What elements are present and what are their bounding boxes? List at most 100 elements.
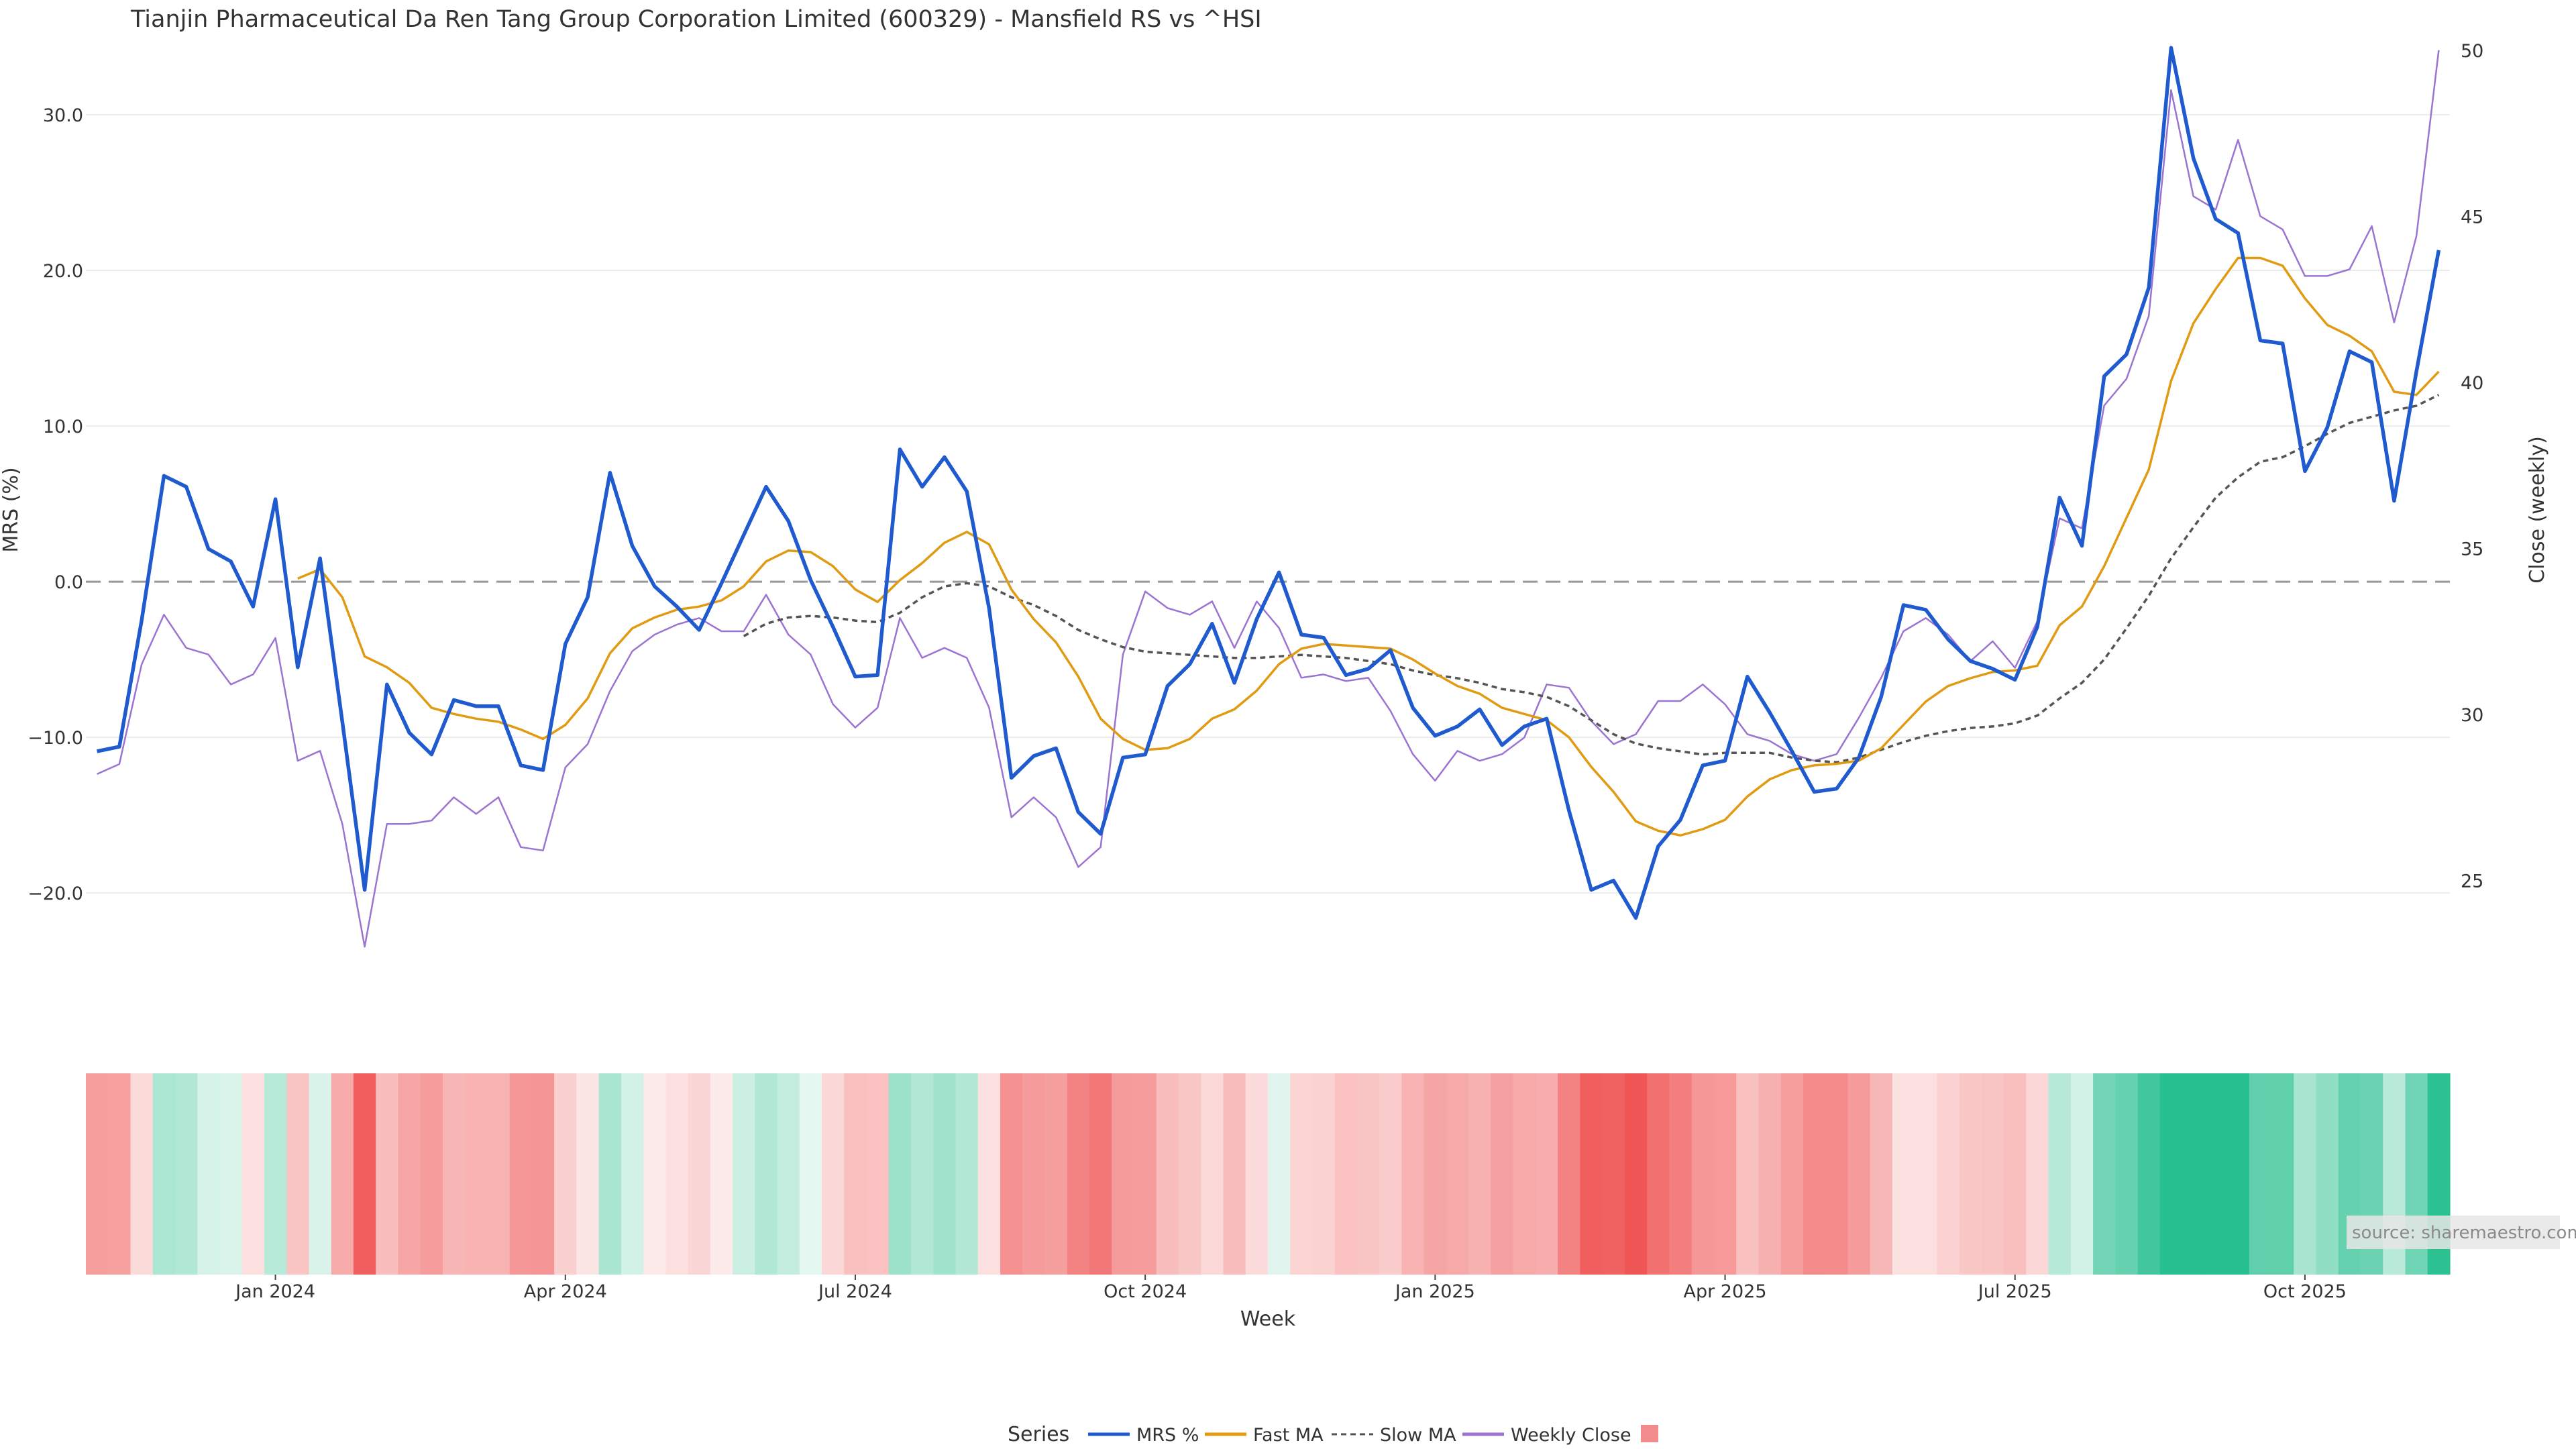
- right-tick-label: 30: [2461, 705, 2483, 726]
- right-axis-label: Close (weekly): [2526, 436, 2549, 584]
- heatmap-cell: [2204, 1073, 2228, 1275]
- heatmap-cell: [1179, 1073, 1201, 1275]
- heatmap-cell: [554, 1073, 577, 1275]
- heatmap-cell: [174, 1073, 198, 1275]
- heatmap-cell: [799, 1073, 822, 1275]
- heatmap-cell: [1602, 1073, 1625, 1275]
- heatmap-cell: [1937, 1073, 1960, 1275]
- right-tick-label: 45: [2461, 207, 2483, 227]
- series-line-mrs: [97, 46, 2441, 920]
- heatmap-cell: [331, 1073, 354, 1275]
- heatmap-cell: [977, 1073, 1001, 1275]
- heatmap-cell: [2115, 1073, 2139, 1275]
- heatmap-cell: [1825, 1073, 1848, 1275]
- heatmap-cell: [1713, 1073, 1737, 1275]
- heatmap-cell: [1780, 1073, 1804, 1275]
- heatmap-cell: [2316, 1073, 2339, 1275]
- heatmap-cell: [1915, 1073, 1937, 1275]
- heatmap-cell: [1535, 1073, 1558, 1275]
- heatmap-cell: [1513, 1073, 1536, 1275]
- heatmap-cell: [1959, 1073, 1982, 1275]
- heatmap-cell: [1669, 1073, 1693, 1275]
- heatmap-cell: [509, 1073, 533, 1275]
- heatmap-cell: [1558, 1073, 1581, 1275]
- heatmap-cell: [1401, 1073, 1425, 1275]
- heatmap-cell: [1022, 1073, 1046, 1275]
- legend-title: Series: [1008, 1423, 1069, 1446]
- heatmap-cell: [1268, 1073, 1291, 1275]
- heatmap-cell: [1112, 1073, 1135, 1275]
- heatmap-cell: [576, 1073, 600, 1275]
- series-layer: [97, 46, 2441, 948]
- legend-swatch: [1641, 1425, 1658, 1442]
- legend-label: Fast MA: [1253, 1425, 1324, 1446]
- heatmap-cell: [1379, 1073, 1403, 1275]
- series-line-slow-ma: [743, 394, 2440, 764]
- heatmap-cell: [2249, 1073, 2272, 1275]
- heatmap-cell: [1870, 1073, 1893, 1275]
- heatmap-cell: [309, 1073, 332, 1275]
- heatmap-cell: [442, 1073, 466, 1275]
- heatmap-cell: [1089, 1073, 1112, 1275]
- heatmap-cell: [822, 1073, 845, 1275]
- legend-label: Slow MA: [1380, 1425, 1456, 1446]
- heatmap-cell: [2070, 1073, 2094, 1275]
- heatmap-cell: [1580, 1073, 1603, 1275]
- heatmap-cell: [1446, 1073, 1469, 1275]
- x-tick-label: Jul 2025: [1977, 1281, 2052, 1302]
- heatmap-cell: [1245, 1073, 1269, 1275]
- heatmap-cell: [955, 1073, 979, 1275]
- legend: Series MRS % Fast MA Slow MA Weekly Close: [1008, 1423, 1658, 1446]
- heatmap-cell: [86, 1073, 109, 1275]
- left-axis-ticks: 30.0 20.0 10.0 0.0 −10.0 −20.0: [28, 105, 83, 904]
- left-tick-label: 10.0: [43, 417, 83, 437]
- heatmap-cell: [1356, 1073, 1380, 1275]
- heatmap-cell: [911, 1073, 934, 1275]
- chart-title: Tianjin Pharmaceutical Da Ren Tang Group…: [130, 6, 1262, 33]
- heatmap-cell: [888, 1073, 912, 1275]
- heatmap-cell: [1892, 1073, 1915, 1275]
- x-tick-label: Apr 2024: [524, 1281, 607, 1302]
- heatmap-cell: [1223, 1073, 1246, 1275]
- heatmap-cell: [1468, 1073, 1492, 1275]
- heatmap-cell: [733, 1073, 755, 1275]
- heatmap-cell: [1624, 1073, 1648, 1275]
- left-tick-label: 20.0: [43, 261, 83, 282]
- heatmap-cell: [2271, 1073, 2294, 1275]
- x-tick-label: Apr 2025: [1684, 1281, 1767, 1302]
- heatmap-cell: [286, 1073, 310, 1275]
- heatmap-cell: [2182, 1073, 2205, 1275]
- heatmap-cell: [643, 1073, 666, 1275]
- heatmap-cell: [844, 1073, 867, 1275]
- x-tick-label: Jan 2025: [1394, 1281, 1475, 1302]
- x-tick-label: Jan 2024: [234, 1281, 315, 1302]
- left-axis-label: MRS (%): [0, 467, 23, 552]
- right-axis-ticks: 50 45 40 35 30 25: [2461, 41, 2483, 892]
- heatmap-cell: [130, 1073, 154, 1275]
- heatmap-cell: [219, 1073, 243, 1275]
- x-tick-label: Jul 2024: [817, 1281, 892, 1302]
- heatmap-cell: [353, 1073, 376, 1275]
- heatmap-cell: [1312, 1073, 1336, 1275]
- heatmap-cell: [264, 1073, 287, 1275]
- heatmap-cell: [1491, 1073, 1514, 1275]
- x-axis-ticks: Jan 2024 Apr 2024 Jul 2024 Oct 2024 Jan 2025…: [234, 1275, 2347, 1302]
- left-tick-label: −10.0: [28, 728, 83, 749]
- heatmap-cell: [465, 1073, 488, 1275]
- heatmap-cell: [598, 1073, 622, 1275]
- x-tick-label: Oct 2024: [1104, 1281, 1187, 1302]
- heatmap-cell: [531, 1073, 555, 1275]
- heatmap-cell: [2294, 1073, 2317, 1275]
- right-tick-label: 50: [2461, 41, 2483, 62]
- left-tick-label: 0.0: [54, 572, 83, 593]
- x-axis-label: Week: [1240, 1307, 1296, 1331]
- heatmap-cell: [420, 1073, 443, 1275]
- series-line-fast-ma: [297, 256, 2440, 837]
- legend-label: MRS %: [1136, 1425, 1199, 1446]
- heatmap-cell: [2093, 1073, 2116, 1275]
- heatmap-cell: [2048, 1073, 2072, 1275]
- heatmap-cell: [108, 1073, 131, 1275]
- heatmap-cell: [665, 1073, 689, 1275]
- heatmap-cell: [866, 1073, 890, 1275]
